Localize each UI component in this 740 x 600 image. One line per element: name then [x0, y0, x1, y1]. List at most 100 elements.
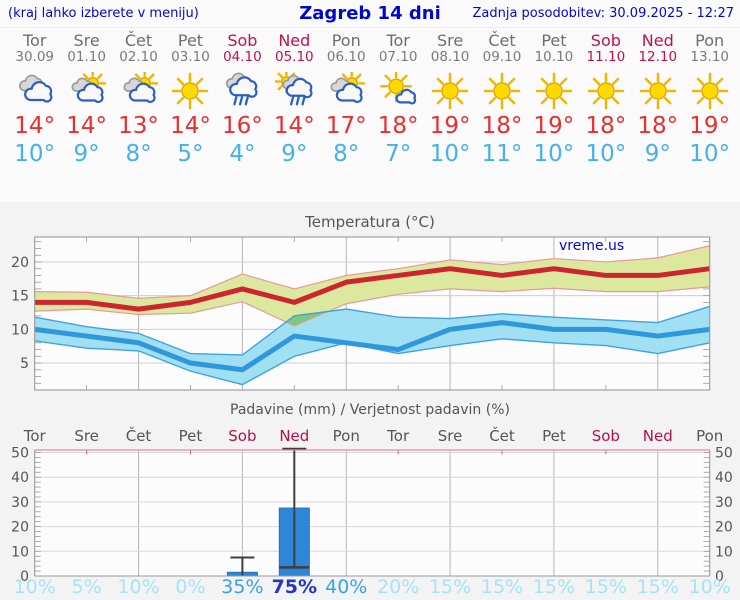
precip-whisker — [230, 556, 255, 576]
precip-probability-value: 15% — [532, 576, 576, 598]
max-temperature-value: 19° — [429, 113, 471, 139]
day-date: 05.10 — [274, 49, 314, 65]
location-menu-hint: (kraj lahko izberete v meniju) — [8, 6, 199, 21]
precip-day-label: Pon — [332, 427, 360, 445]
min-temperature-value: 4° — [229, 141, 256, 167]
weather-icon-box — [113, 69, 165, 110]
max-temperature-value: 16° — [222, 113, 263, 139]
precip-day-label: Tor — [387, 427, 410, 445]
day-date: 06.10 — [326, 49, 366, 65]
day-date: 02.10 — [119, 49, 158, 65]
day-column: Čet 09.10 18° 11° — [476, 31, 528, 168]
day-name: Sob — [590, 31, 621, 50]
weather-icon-box — [216, 72, 268, 110]
min-temperature-value: 8° — [125, 141, 152, 167]
day-name: Čet — [488, 31, 516, 50]
day-name: Pon — [695, 31, 725, 50]
day-column: Pet 03.10 14° 5° — [164, 31, 216, 168]
precip-axis-label-left: 0 — [20, 569, 29, 585]
max-temperature-value: 14° — [273, 113, 315, 139]
watermark-vreme-us: vreme.us — [559, 238, 625, 254]
weather-icon-rain — [226, 72, 258, 106]
day-name: Ned — [278, 31, 311, 50]
precip-probability-value: 15% — [428, 576, 472, 598]
day-name: Sre — [73, 31, 100, 50]
temp-min-line — [34, 320, 711, 373]
precip-day-label: Pon — [696, 427, 724, 445]
weather-icon-cloudy — [18, 74, 53, 103]
day-name: Sre — [436, 31, 464, 50]
day-date: 11.10 — [586, 49, 626, 65]
min-temperature-value: 10° — [689, 141, 731, 167]
day-column: Ned 12.10 18° 9° — [632, 31, 684, 168]
weather-icon-sunny — [431, 72, 469, 110]
day-name: Pet — [177, 31, 204, 50]
temp-max-band — [34, 245, 710, 326]
day-column: Tor 07.10 18° 7° — [372, 31, 424, 168]
precip-axis-label-left: 50 — [11, 446, 29, 462]
weather-icon-box — [61, 69, 113, 110]
weather-icon-mostly-sunny — [380, 70, 417, 105]
weather-icon-box — [632, 72, 684, 110]
max-temperature-value: 14° — [14, 113, 56, 139]
max-temperature-value: 17° — [325, 113, 367, 139]
day-column: Pon 13.10 19° 10° — [684, 31, 736, 168]
min-temperature-value: 10° — [585, 141, 627, 167]
min-temperature-value: 7° — [385, 141, 412, 167]
precip-day-label: Sre — [74, 427, 99, 445]
day-column: Ned 05.10 14° 9° — [268, 31, 320, 168]
day-column: Pon 06.10 17° 8° — [320, 31, 372, 168]
temperature-chart: 5 10 15 20 — [11, 236, 711, 391]
precip-probability-value: 35% — [221, 576, 264, 598]
min-temperature-value: 11° — [481, 141, 523, 167]
weather-icon-box — [580, 72, 632, 110]
precip-day-label: Sob — [591, 427, 620, 445]
weather-icon-sunny — [172, 72, 209, 110]
precip-axis-label-left: 30 — [11, 495, 29, 511]
day-date: 08.10 — [430, 49, 470, 65]
temp-axis-label: 10 — [11, 322, 29, 338]
day-date: 30.09 — [15, 49, 55, 65]
max-temperature-value: 18° — [481, 113, 523, 139]
precip-axis-label-right: 40 — [715, 470, 733, 486]
weather-icon-box — [320, 69, 372, 110]
temp-axis-label: 15 — [11, 289, 29, 305]
max-temperature-value: 18° — [585, 113, 627, 139]
day-date: 09.10 — [482, 49, 522, 65]
day-date: 04.10 — [223, 49, 262, 65]
weather-icon-box — [684, 72, 736, 110]
precip-probability-value: 40% — [325, 576, 368, 598]
day-name: Pon — [331, 31, 361, 50]
temp-band-overlap — [286, 311, 329, 326]
min-temperature-value: 8° — [333, 141, 360, 167]
day-date: 07.10 — [378, 49, 418, 65]
precip-axis-label-right: 20 — [715, 520, 733, 536]
weather-icon-partly-cloudy — [71, 69, 106, 103]
day-name: Ned — [641, 31, 674, 50]
precipitation-chart: 0 0 10 10 20 20 30 30 40 40 50 50 — [11, 446, 733, 586]
precip-axis-label-left: 20 — [11, 520, 29, 536]
precip-probability-value: 15% — [636, 576, 679, 598]
max-temperature-value: 18° — [637, 113, 679, 139]
weather-icon-sunny — [587, 72, 625, 110]
min-temperature-value: 10° — [14, 141, 56, 167]
max-temperature-value: 14° — [66, 113, 107, 139]
precipitation-chart-title: Padavine (mm) / Verjetnost padavin (%) — [230, 402, 510, 418]
weather-icon-sunny — [639, 72, 677, 110]
min-temperature-value: 9° — [644, 141, 671, 167]
precip-axis-label-right: 30 — [715, 495, 733, 511]
min-temperature-value: 9° — [73, 141, 100, 167]
precip-probability-value: 20% — [377, 576, 420, 598]
temperature-chart-title: Temperatura (°C) — [305, 213, 435, 231]
day-column: Pet 10.10 19° 10° — [528, 31, 580, 168]
precip-day-label: Ned — [642, 427, 673, 445]
temp-axis-label: 5 — [20, 356, 29, 372]
day-date: 13.10 — [690, 49, 730, 65]
max-temperature-value: 13° — [118, 113, 159, 139]
precip-probability-value: 10% — [13, 576, 56, 598]
precip-day-label: Sob — [228, 427, 257, 445]
weather-icon-sunny — [535, 72, 573, 110]
precip-axis-label-right: 50 — [715, 446, 733, 462]
min-temperature-value: 9° — [281, 141, 308, 167]
day-column: Čet 02.10 13° 8° — [113, 31, 165, 168]
